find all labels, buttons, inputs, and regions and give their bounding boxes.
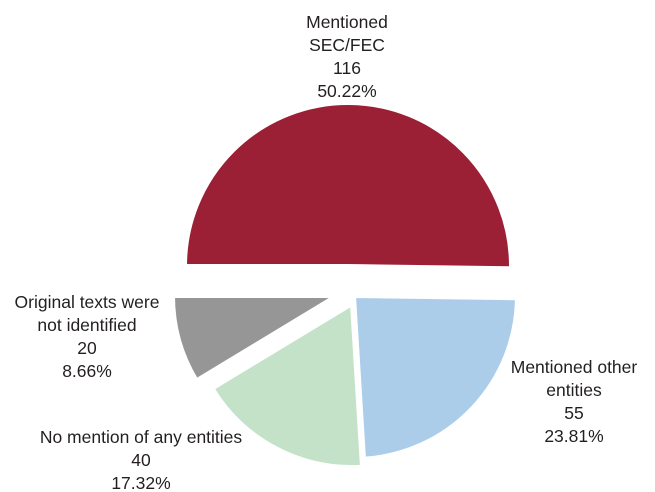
slice-label: Mentioned other entities 55 23.81% [511,357,638,446]
slice-label-percent: 17.32% [111,473,170,492]
slice-label-percent: 50.22% [317,81,376,101]
slice-labels: Mentioned SEC/FEC 116 50.22% Mentioned other… [15,12,638,492]
slice-label-name: Mentioned [306,12,388,32]
slice-label-count: 55 [564,403,583,423]
slice-label-count: 116 [333,58,361,78]
slice-label-name: entities [546,380,602,400]
slice-label: Mentioned SEC/FEC 116 50.22% [306,12,388,101]
slice-label-count: 40 [131,450,151,470]
slice-label-name: not identified [37,315,136,335]
slice-label: Original texts were not identified 20 8.66% [15,292,160,381]
pie-slices [170,101,520,469]
slice-label-name: No mention of any entities [40,427,243,447]
slice-label-percent: 8.66% [62,361,112,381]
slice-label-count: 20 [77,338,97,358]
slice-label-name: Mentioned other [511,357,638,377]
slice-label-percent: 23.81% [544,426,603,446]
pie-slice [182,101,513,271]
pie-slice [209,300,365,469]
pie-slice [170,294,344,384]
slice-label-name: SEC/FEC [309,35,385,55]
pie-slice [351,293,520,461]
slice-label: No mention of any entities 40 17.32% [40,427,243,492]
slice-label-name: Original texts were [15,292,160,312]
